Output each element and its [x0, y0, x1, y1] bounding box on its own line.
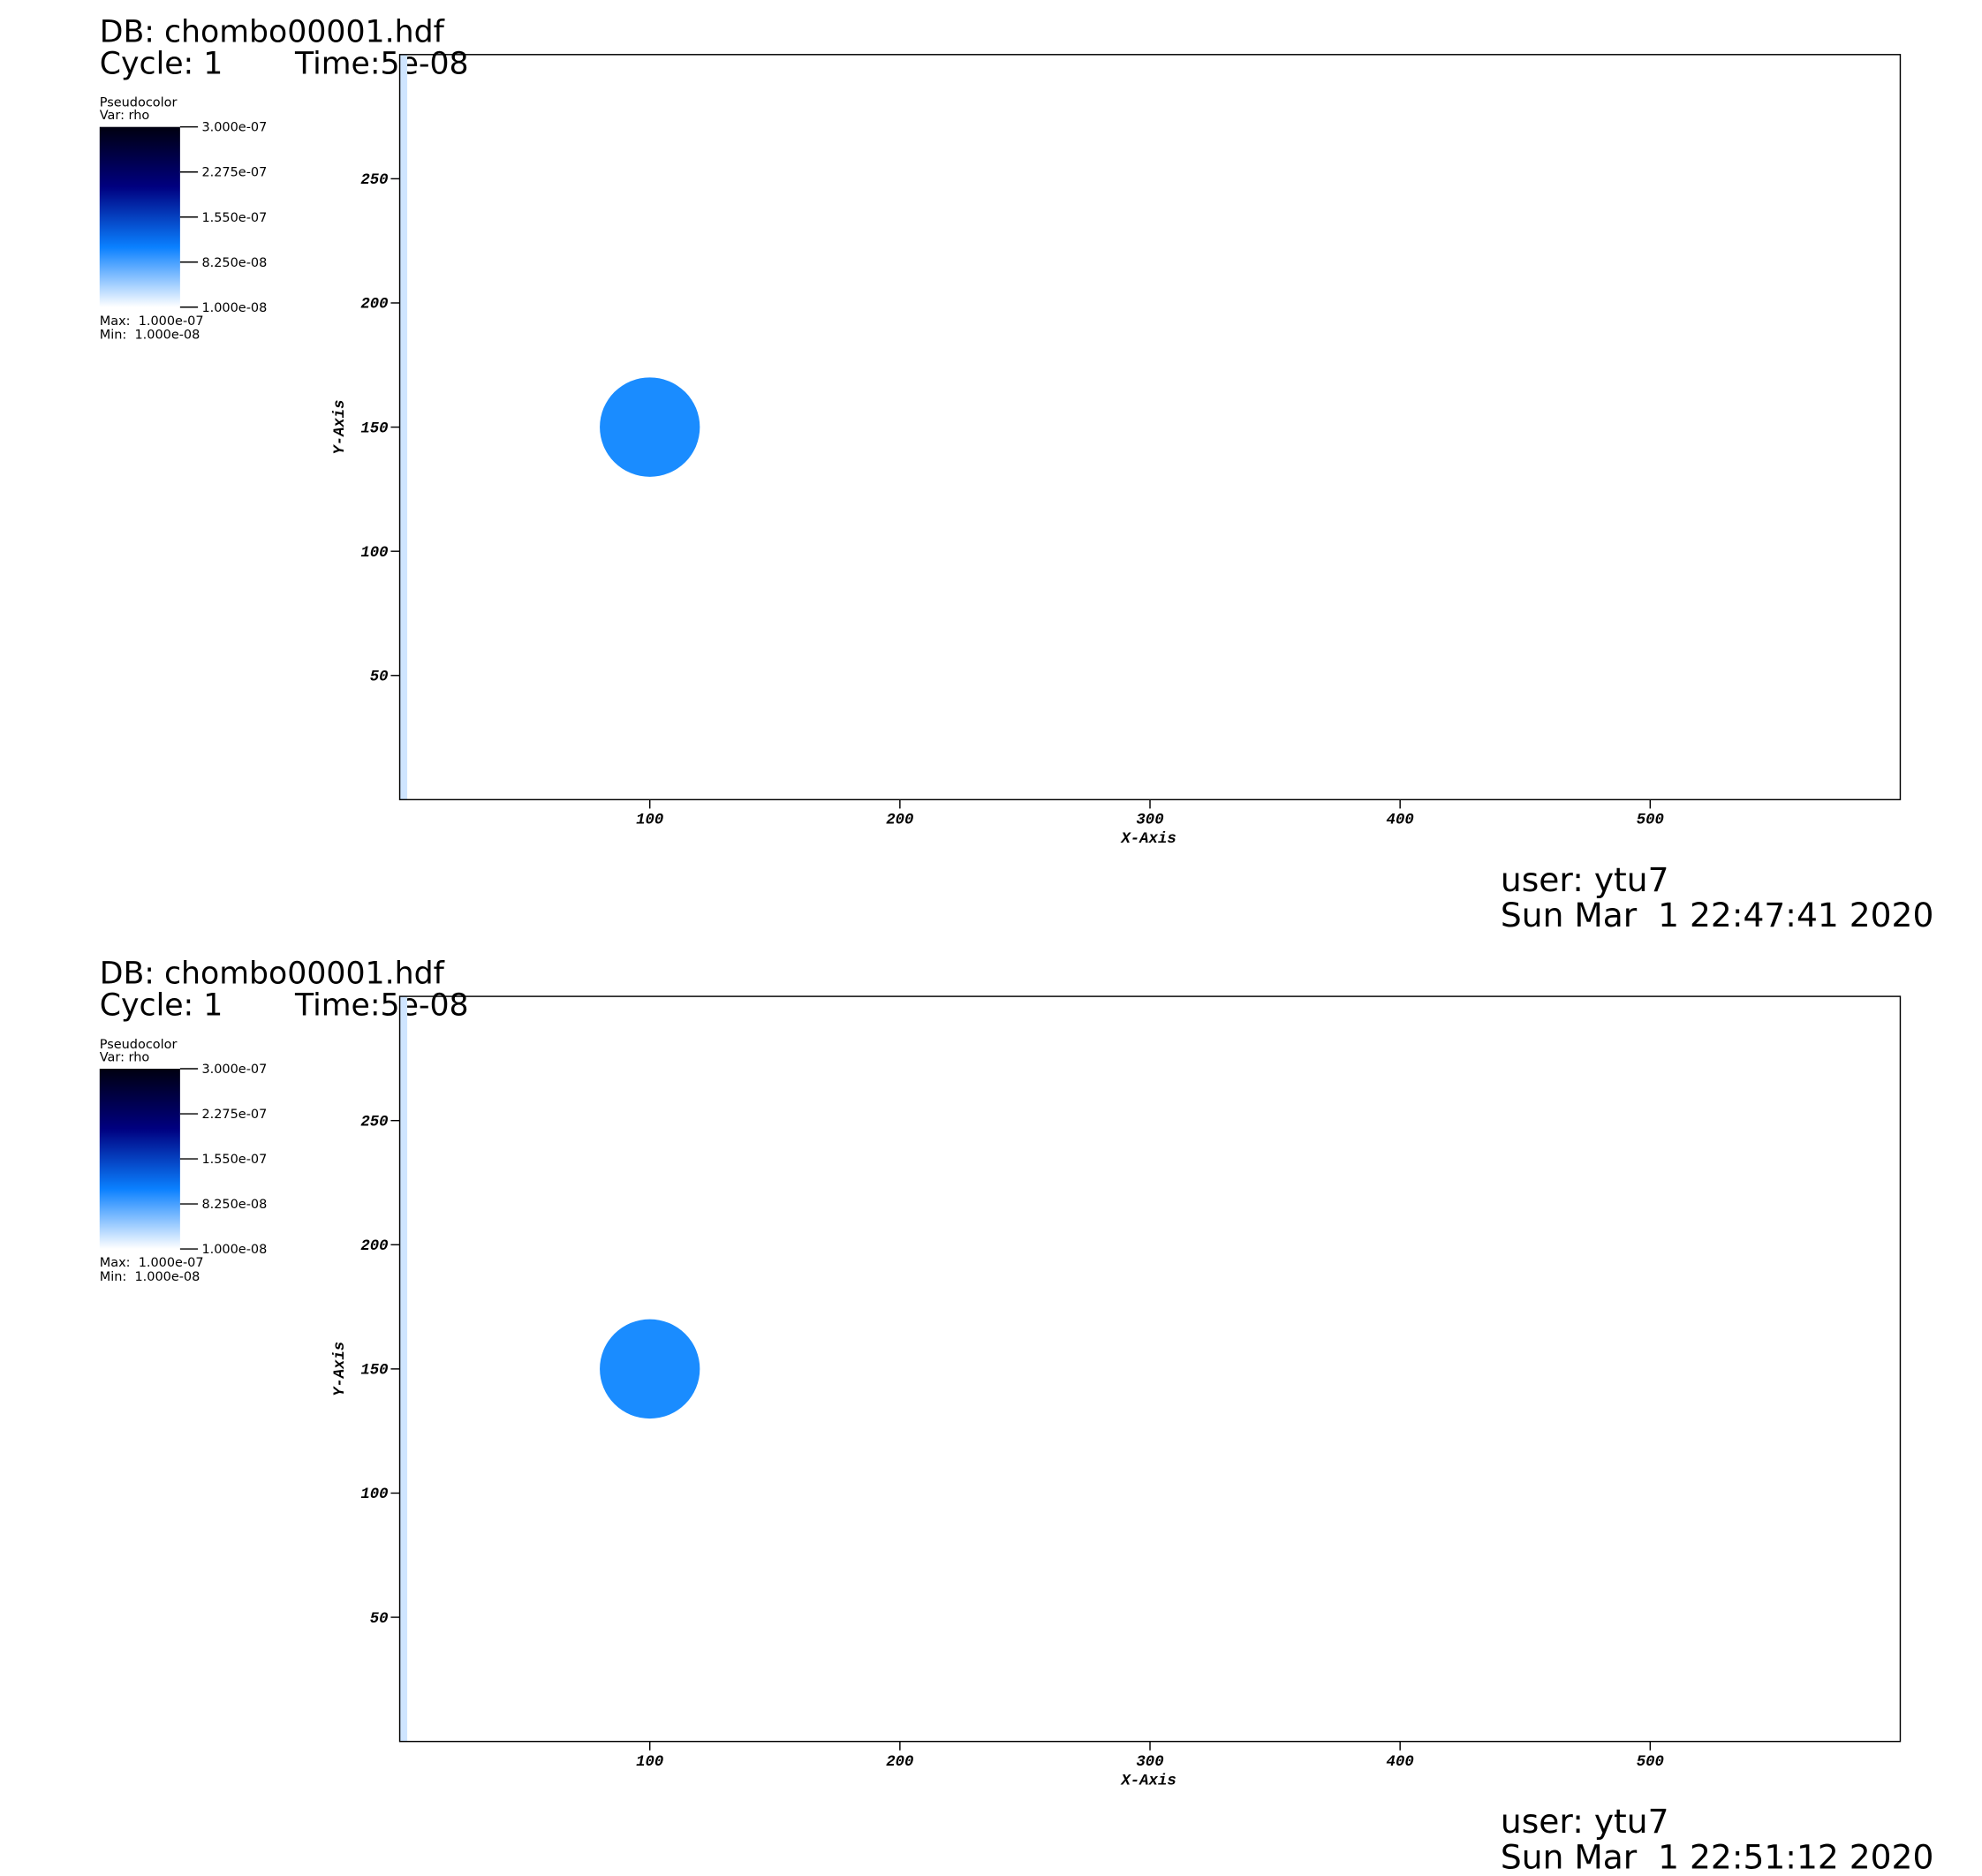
density-strip — [399, 54, 408, 800]
y-tick-label: 250 — [360, 172, 388, 189]
x-tick-label: 500 — [1637, 1754, 1664, 1771]
y-tick-label: 50 — [370, 669, 389, 686]
cycle-label: Cycle: 1 — [100, 988, 223, 1024]
colorbar-tick-label: 2.275e-07 — [201, 166, 267, 180]
y-tick-label: 200 — [360, 1238, 388, 1255]
y-tick-label: 100 — [360, 1486, 388, 1503]
y-tick-label: 150 — [360, 1363, 388, 1380]
legend-title: Pseudocolor — [100, 1038, 178, 1052]
density-blob — [600, 377, 700, 477]
user-label: user: ytu7 — [1501, 860, 1669, 899]
x-tick-label: 100 — [636, 1754, 663, 1771]
x-tick-label: 400 — [1387, 813, 1414, 829]
cycle-label: Cycle: 1 — [100, 46, 223, 81]
x-axis-label: X-Axis — [1120, 1774, 1176, 1790]
y-tick-label: 250 — [360, 1114, 388, 1131]
min-label: Min: 1.000e-08 — [100, 1270, 200, 1284]
colorbar-tick-label: 1.000e-08 — [201, 301, 267, 315]
y-tick-label: 200 — [360, 297, 388, 314]
colorbar-tick-label: 8.250e-08 — [201, 256, 267, 270]
db-label: DB: chombo00001.hdf — [100, 957, 445, 992]
y-axis-label: Y-Axis — [332, 1342, 349, 1396]
legend-var: Var: rho — [100, 1050, 150, 1064]
colorbar-tick-label: 1.550e-07 — [201, 211, 267, 225]
x-tick-label: 300 — [1136, 1754, 1163, 1771]
time-label: Time:5e-08 — [294, 46, 469, 81]
colorbar — [99, 1069, 180, 1250]
legend-var: Var: rho — [100, 109, 150, 123]
x-tick-label: 500 — [1637, 813, 1664, 829]
colorbar-tick-label: 2.275e-07 — [201, 1108, 267, 1122]
colorbar-tick-label: 3.000e-07 — [201, 1063, 267, 1077]
x-tick-label: 200 — [886, 813, 913, 829]
colorbar-tick-label: 1.550e-07 — [201, 1153, 267, 1167]
user-label: user: ytu7 — [1501, 1802, 1669, 1841]
colorbar-tick-label: 3.000e-07 — [201, 121, 267, 135]
plot-area — [399, 996, 700, 1742]
date-label: Sun Mar 1 22:47:41 2020 — [1501, 896, 1933, 934]
colorbar-tick-label: 1.000e-08 — [201, 1243, 267, 1257]
x-axis-label: X-Axis — [1120, 831, 1176, 848]
legend-title: Pseudocolor — [100, 96, 178, 110]
x-tick-label: 100 — [636, 813, 663, 829]
density-strip — [399, 996, 408, 1742]
plot-area — [399, 54, 700, 800]
density-blob — [600, 1319, 700, 1419]
db-label: DB: chombo00001.hdf — [100, 15, 445, 50]
time-label: Time:5e-08 — [294, 988, 469, 1024]
colorbar-tick-label: 8.250e-08 — [201, 1198, 267, 1212]
date-label: Sun Mar 1 22:51:12 2020 — [1501, 1837, 1933, 1876]
x-tick-label: 400 — [1387, 1754, 1414, 1771]
x-tick-label: 200 — [886, 1754, 913, 1771]
max-label: Max: 1.000e-07 — [100, 314, 204, 329]
y-tick-label: 100 — [360, 545, 388, 562]
min-label: Min: 1.000e-08 — [100, 329, 200, 343]
y-axis-label: Y-Axis — [332, 400, 349, 455]
y-tick-label: 50 — [370, 1611, 389, 1628]
y-tick-label: 150 — [360, 420, 388, 437]
colorbar — [99, 126, 180, 307]
max-label: Max: 1.000e-07 — [100, 1256, 204, 1270]
x-tick-label: 300 — [1136, 813, 1163, 829]
